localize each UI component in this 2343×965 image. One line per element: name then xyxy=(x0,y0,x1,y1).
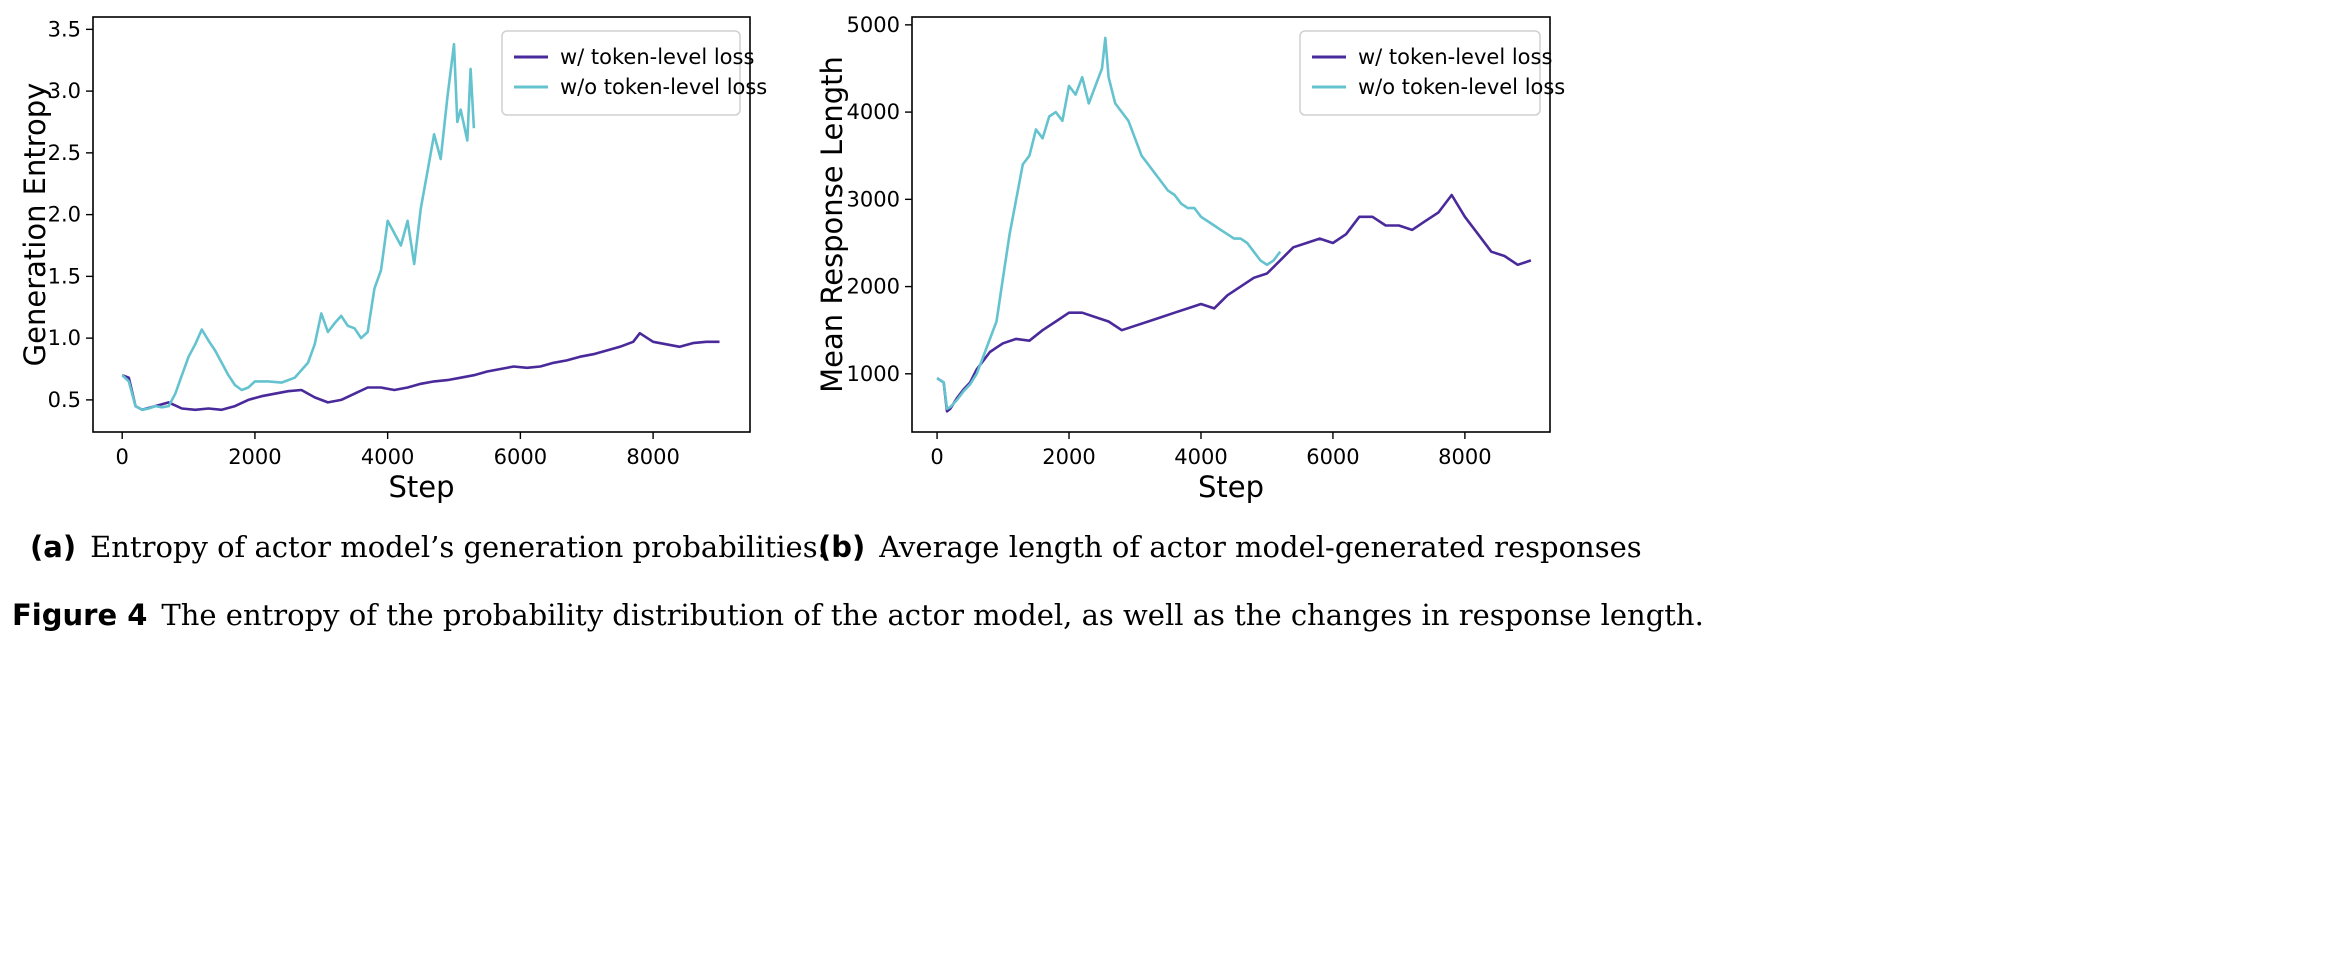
y-tick-label: 0.5 xyxy=(48,388,81,412)
y-tick-label: 4000 xyxy=(847,100,900,124)
y-tick-label: 1.5 xyxy=(48,264,81,288)
plot-frame xyxy=(911,16,1551,433)
legend-box xyxy=(1299,30,1541,116)
subcaption-b: (b) Average length of actor model-generat… xyxy=(818,530,1642,564)
subcaption-b-label: (b) xyxy=(818,530,866,564)
y-axis-label: Mean Response Length xyxy=(815,56,849,393)
y-axis-label: Generation Entropy xyxy=(18,83,52,367)
legend-box xyxy=(501,30,741,116)
y-tick-label: 5000 xyxy=(847,13,900,37)
figure-caption-text: The entropy of the probability distribut… xyxy=(161,598,1704,632)
y-tick-label: 2.0 xyxy=(48,203,81,227)
subcaption-a: (a) Entropy of actor model’s generation p… xyxy=(30,530,827,564)
x-tick-label: 2000 xyxy=(1042,445,1095,469)
series-line-with-token-level-loss xyxy=(936,193,1532,413)
subcaption-a-text: Entropy of actor model’s generation prob… xyxy=(90,530,827,564)
legend: w/ token-level loss w/o token-level loss xyxy=(1299,30,1565,116)
y-tick-label: 1.0 xyxy=(48,326,81,350)
x-tick-label: 8000 xyxy=(626,445,679,469)
y-tick-label: 1000 xyxy=(847,362,900,386)
y-tick-label: 3000 xyxy=(847,187,900,211)
x-tick-label: 6000 xyxy=(1306,445,1359,469)
subcaption-a-label: (a) xyxy=(30,530,77,564)
legend-entry: w/o token-level loss xyxy=(560,75,767,99)
x-axis-label: Step xyxy=(1198,470,1264,504)
x-tick-label: 4000 xyxy=(361,445,414,469)
series-line-without-token-level-loss xyxy=(121,42,476,412)
y-tick-label: 3.5 xyxy=(48,17,81,41)
y-tick-label: 3.0 xyxy=(48,79,81,103)
chart-a: 0 2000 4000 6000 8000 0.5 1.0 1.5 2.0 2.5 3.0 3.5 St… xyxy=(18,16,767,504)
figure-caption: Figure 4 The entropy of the probability d… xyxy=(12,598,1704,632)
y-tick-label: 2.5 xyxy=(48,141,81,165)
subcaption-b-text: Average length of actor model-generated … xyxy=(879,530,1642,564)
legend-entry: w/ token-level loss xyxy=(560,45,754,69)
legend-entry: w/ token-level loss xyxy=(1358,45,1552,69)
x-tick-label: 0 xyxy=(116,445,129,469)
series-line-with-token-level-loss xyxy=(121,331,720,412)
legend: w/ token-level loss w/o token-level loss xyxy=(501,30,767,116)
y-tick-label: 2000 xyxy=(847,275,900,299)
legend-entry: w/o token-level loss xyxy=(1358,75,1565,99)
x-tick-label: 4000 xyxy=(1174,445,1227,469)
x-tick-label: 0 xyxy=(930,445,943,469)
x-tick-label: 8000 xyxy=(1438,445,1491,469)
x-tick-label: 6000 xyxy=(494,445,547,469)
figure-caption-label: Figure 4 xyxy=(12,598,148,632)
series-line-without-token-level-loss xyxy=(936,36,1282,410)
x-axis-label: Step xyxy=(388,470,454,504)
plot-frame xyxy=(92,16,751,433)
chart-b: 0 2000 4000 6000 8000 1000 2000 3000 4000 5000 Ste… xyxy=(815,13,1565,504)
x-tick-label: 2000 xyxy=(228,445,281,469)
